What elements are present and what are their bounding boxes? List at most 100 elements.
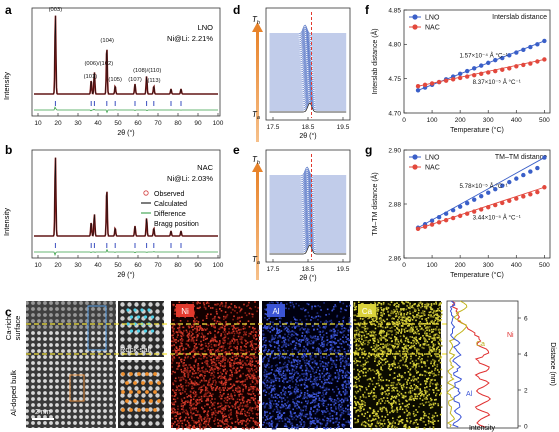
- data-point: [486, 60, 491, 66]
- insitu-d-xlabel: 2θ (°): [299, 132, 316, 140]
- xrd-trace: [269, 186, 347, 197]
- rock-salt-atom: [133, 308, 137, 312]
- xrd-trace: [269, 192, 347, 203]
- xrd-trace: [269, 54, 347, 65]
- al-map-label: Al: [272, 307, 279, 316]
- xrd-trace: [269, 78, 347, 89]
- xrd-trace: [269, 200, 347, 211]
- y-tick-label: 4.70: [388, 110, 401, 117]
- temperature-arrow-d: [252, 22, 263, 142]
- xrd-trace: [269, 210, 347, 221]
- xrd-b-legend: Observed Calculated Difference Bragg pos…: [141, 190, 199, 228]
- data-point: [500, 55, 505, 61]
- xrd-trace: [269, 102, 347, 113]
- x-tick-label: 500: [539, 262, 550, 269]
- rock-salt-atom: [136, 315, 141, 319]
- x-tick-label: 40: [94, 120, 102, 127]
- layered-atom: [145, 408, 149, 412]
- layered-atom: [129, 372, 133, 376]
- legend-label: NAC: [425, 25, 440, 32]
- calculated-profile: [34, 15, 218, 95]
- xrd-trace: [269, 168, 347, 179]
- data-point: [493, 68, 498, 74]
- ni-map-label: Ni: [181, 307, 189, 316]
- xrd-trace: [269, 60, 347, 71]
- x-tick-label: 40: [94, 262, 102, 269]
- y-axis-label: TM–TM distance (Å): [370, 172, 379, 235]
- xrd-trace: [269, 38, 347, 49]
- scale-bar-label: 2 nm: [35, 409, 51, 416]
- xrd-trace: [269, 96, 347, 107]
- al-profile: [449, 300, 463, 428]
- data-point: [521, 62, 526, 68]
- legend-label: LNO: [425, 155, 440, 162]
- layered-atom: [125, 381, 129, 385]
- data-point: [479, 193, 484, 199]
- data-point: [514, 50, 519, 55]
- xrd-trace: [269, 198, 347, 209]
- x-tick-label: 17.5: [267, 266, 280, 273]
- data-point: [528, 44, 533, 50]
- xrd-trace: [269, 214, 347, 225]
- profile-tick-label: 0: [524, 423, 528, 430]
- peak-label: (006)/(102): [84, 61, 113, 67]
- xrd-trace: [269, 228, 347, 239]
- peak-label: (105): [108, 77, 122, 83]
- xrd-a-ylabel: Intensity: [2, 72, 11, 100]
- layered-region-box: [69, 374, 85, 402]
- xrd-trace: [269, 240, 347, 251]
- data-point: [464, 211, 470, 216]
- xrd-trace: [269, 176, 347, 187]
- layered-atom: [145, 372, 149, 376]
- layered-atom: [137, 408, 141, 412]
- data-point: [422, 82, 428, 88]
- data-point: [464, 200, 470, 206]
- data-point: [500, 67, 505, 72]
- layered-atom: [121, 408, 125, 412]
- y-tick-label: 2.90: [388, 147, 401, 154]
- difference-curve: [34, 106, 218, 114]
- xrd-trace: [269, 90, 347, 101]
- data-point: [542, 155, 547, 160]
- xrd-trace: [269, 52, 347, 63]
- xrd-b-frame: [31, 149, 221, 259]
- x-tick-label: 70: [154, 262, 162, 269]
- label-al-doped-bulk: Al-doped bulk: [9, 370, 18, 416]
- panel-letter-b: b: [5, 143, 12, 157]
- x-tick-label: 80: [174, 120, 182, 127]
- xrd-trace: [269, 64, 347, 75]
- xrd-a-title: LNO: [198, 23, 214, 32]
- layered-atom: [125, 399, 129, 403]
- profile-tick-label: 6: [524, 315, 528, 322]
- x-tick-label: 90: [194, 262, 202, 269]
- eds-map-al: Al: [262, 301, 352, 430]
- insitu-d-waterfall: 17.5 18.5 19.5: [267, 12, 350, 131]
- x-axis-label: Temperature (°C): [450, 271, 504, 279]
- data-point: [528, 192, 533, 197]
- eds-map-ni: Ni: [171, 301, 261, 430]
- data-point: [415, 226, 421, 232]
- xrd-trace: [269, 58, 347, 69]
- rock-salt-atom: [150, 329, 155, 333]
- x-tick-label: 30: [74, 262, 82, 269]
- xrd-trace: [269, 70, 347, 81]
- calculated-profile: [34, 157, 218, 237]
- legend-calculated: Calculated: [154, 201, 187, 208]
- data-point: [528, 61, 533, 66]
- xrd-trace: [269, 196, 347, 207]
- y-tick-label: 4.75: [388, 76, 401, 83]
- x-tick-label: 400: [511, 117, 522, 124]
- xrd-trace: [269, 238, 347, 249]
- slope-annotation: 3.44×10⁻⁵ Å °C⁻¹: [473, 214, 521, 221]
- peak-label: (108)/(110): [133, 68, 161, 74]
- xrd-trace: [269, 170, 347, 181]
- layered-atom: [121, 390, 125, 394]
- x-tick-label: 20: [54, 120, 62, 127]
- xrd-trace: [269, 216, 347, 227]
- data-point: [507, 198, 512, 203]
- x-tick-label: 10: [34, 120, 42, 127]
- xrd-trace: [269, 92, 347, 103]
- data-point: [486, 205, 491, 210]
- xrd-trace: [269, 50, 347, 61]
- data-point: [436, 215, 442, 220]
